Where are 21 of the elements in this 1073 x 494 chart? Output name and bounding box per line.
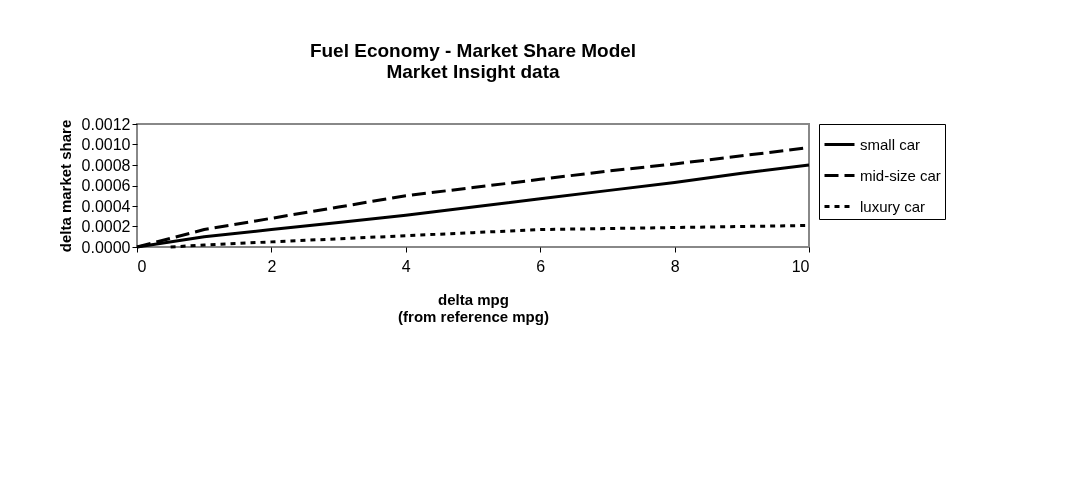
x-tick-label: 2 xyxy=(267,257,277,275)
y-tick-label: 0.0008 xyxy=(81,156,131,174)
y-tick-label: 0.0002 xyxy=(81,218,131,235)
x-tick-label: 0 xyxy=(137,257,147,275)
x-tick-label: 6 xyxy=(536,257,546,275)
y-tick-label: 0.0012 xyxy=(81,115,131,133)
x-tick-label: 4 xyxy=(401,257,411,275)
y-tick-label: 0.0006 xyxy=(81,177,131,194)
y-tick-label: 0.0004 xyxy=(81,197,131,215)
text: Fuel Economy - Market Share Model xyxy=(309,40,637,61)
legend-label: small car xyxy=(860,135,921,153)
x-tick-label: 8 xyxy=(670,257,680,275)
text: (from reference mpg) xyxy=(398,307,549,325)
y-axis-title: delta market share xyxy=(56,119,74,253)
text: delta mpg xyxy=(438,290,509,308)
y-tick-label: 0.0000 xyxy=(81,238,131,256)
legend-label: luxury car xyxy=(860,197,926,215)
x-tick-label: 10 xyxy=(791,257,810,275)
legend-label: mid-size car xyxy=(860,166,941,184)
text: Market Insight data xyxy=(386,61,560,82)
y-tick-label: 0.0010 xyxy=(81,136,131,153)
